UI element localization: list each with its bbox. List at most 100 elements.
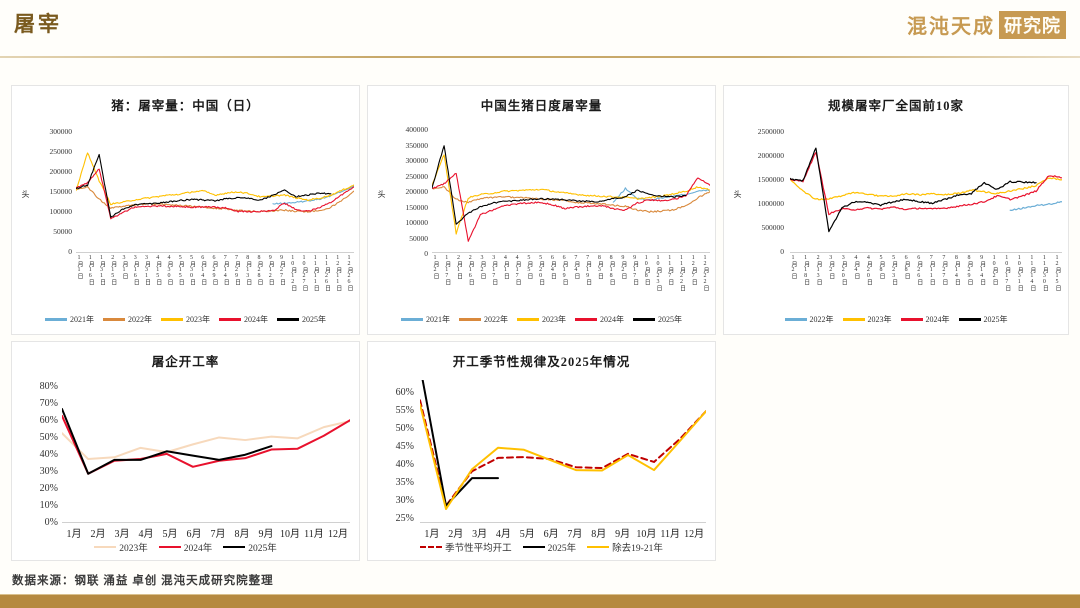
legend-swatch xyxy=(784,318,807,321)
series-2022年 xyxy=(76,186,354,213)
x-tick: 9月17日 xyxy=(631,255,638,285)
x-tick: 1月17日 xyxy=(443,255,450,285)
x-tick: 7月 xyxy=(567,529,583,540)
x-tick: 3月31日 xyxy=(143,255,150,285)
chart-title: 开工季节性规律及2025年情况 xyxy=(452,355,631,369)
legend-label: 2024年 xyxy=(925,315,950,324)
x-tick: 12月22日 xyxy=(702,255,708,291)
series-2025年 xyxy=(76,153,332,218)
y-tick: 400000 xyxy=(405,125,429,134)
x-tick: 6月29日 xyxy=(211,255,217,285)
legend-item[interactable]: 2022年 xyxy=(784,314,834,325)
legend-swatch xyxy=(45,318,67,321)
x-tick: 11月22日 xyxy=(678,255,685,291)
legend-label: 2022年 xyxy=(484,315,508,324)
x-tick: 8月 xyxy=(591,529,607,540)
legend-label: 2025年 xyxy=(248,544,277,554)
legend-item[interactable]: 2023年 xyxy=(94,540,148,554)
x-tick: 7月11日 xyxy=(928,255,935,285)
chart-title: 规模屠宰厂全国前10家 xyxy=(827,99,964,113)
x-axis-ticks: 1月2日 1月18日 2月13日 3月2日 3月20日 4月4日 4月20日 5月8日 5月23… xyxy=(790,255,1062,303)
plot-area: 头 400000 350000 300000 250000 200000 150… xyxy=(368,114,715,304)
chart-title: 中国生猪日度屠宰量 xyxy=(480,99,603,113)
y-tick: 300000 xyxy=(49,127,73,136)
x-tick: 10月17日 xyxy=(1003,255,1010,291)
x-tick: 1月 xyxy=(66,529,82,540)
legend-item[interactable]: 2023年 xyxy=(842,314,892,325)
x-axis-ticks: 1月 2月 3月 4月 5月 6月 7月 8月 9月 10月 11月 12月 xyxy=(420,525,706,541)
y-tick: 70% xyxy=(39,398,58,409)
legend-swatch xyxy=(158,545,181,549)
legend-item[interactable]: 2025年 xyxy=(633,314,682,325)
legend-item[interactable]: 2024年 xyxy=(158,540,212,554)
x-tick: 3月17日 xyxy=(490,255,497,285)
y-tick: 300000 xyxy=(405,156,429,165)
plot-area: 头 2500000 2000000 1500000 1000000 500000… xyxy=(724,114,1068,304)
legend-label: 2022年 xyxy=(128,315,152,324)
x-tick: 5月5日 xyxy=(525,255,532,279)
chart-legend: 季节性平均开工 2025年 除去19-21年 xyxy=(368,540,715,554)
x-tick: 3月20日 xyxy=(840,255,847,285)
x-tick: 5月8日 xyxy=(878,255,884,279)
legend-label: 季节性平均开工 xyxy=(445,544,512,554)
y-axis-ticks: 300000 250000 200000 150000 100000 50000… xyxy=(26,127,73,255)
x-tick: 3月16日 xyxy=(132,255,139,285)
legend-item[interactable]: 2025年 xyxy=(277,314,326,325)
legend-item[interactable]: 2025年 xyxy=(522,540,577,554)
x-tick: 5月15日 xyxy=(177,255,184,285)
legend-swatch xyxy=(459,318,481,321)
legend-item[interactable]: 2021年 xyxy=(401,314,450,325)
legend-swatch xyxy=(842,318,865,321)
legend-item[interactable]: 季节性平均开工 xyxy=(420,540,512,554)
x-tick: 1月2日 xyxy=(432,255,438,279)
legend-item[interactable]: 除去19-21年 xyxy=(587,540,663,554)
x-tick: 4月 xyxy=(495,529,511,540)
x-tick: 7月19日 xyxy=(584,255,591,285)
y-tick: 45% xyxy=(395,441,414,452)
legend-item[interactable]: 2024年 xyxy=(575,314,624,325)
legend-swatch xyxy=(575,318,597,321)
y-tick: 250000 xyxy=(405,171,429,181)
legend-label: 2023年 xyxy=(186,315,210,324)
legend-item[interactable]: 2022年 xyxy=(459,314,508,325)
series-2024年 xyxy=(790,152,1062,216)
chart-legend: 2022年 2023年 2024年 2025年 xyxy=(724,314,1068,325)
legend-item[interactable]: 2023年 xyxy=(517,314,566,325)
x-tick: 4月4日 xyxy=(852,255,859,279)
x-tick: 9月14日 xyxy=(978,255,985,285)
y-tick: 50% xyxy=(39,432,58,443)
legend-item[interactable]: 2023年 xyxy=(161,314,210,325)
series-2025年 xyxy=(62,408,273,475)
x-axis-line xyxy=(76,252,354,253)
y-tick: 60% xyxy=(395,387,414,398)
legend-item[interactable]: 2021年 xyxy=(45,314,94,325)
y-tick: 500000 xyxy=(761,223,785,232)
legend-item[interactable]: 2024年 xyxy=(219,314,268,325)
x-tick: 12月 xyxy=(328,529,348,540)
x-tick: 1月 xyxy=(424,529,440,540)
y-tick: 80% xyxy=(39,381,58,392)
x-tick: 1月16日 xyxy=(87,255,94,285)
x-tick: 6月26日 xyxy=(915,255,922,285)
x-tick: 12月15日 xyxy=(1054,255,1060,291)
footer-bar xyxy=(0,595,1080,608)
legend-item[interactable]: 2022年 xyxy=(103,314,152,325)
y-tick: 250000 xyxy=(49,147,73,156)
x-tick: 5月 xyxy=(519,529,535,540)
legend-swatch xyxy=(958,318,981,321)
legend-swatch xyxy=(522,545,545,549)
legend-item[interactable]: 2025年 xyxy=(223,540,277,554)
chart-title: 屠企开工率 xyxy=(151,355,220,369)
legend-item[interactable]: 2024年 xyxy=(900,314,950,325)
y-tick: 200000 xyxy=(49,167,73,176)
legend-item[interactable]: 2025年 xyxy=(958,314,1008,325)
series-2025年 xyxy=(421,380,499,507)
legend-label: 2025年 xyxy=(547,544,577,554)
x-axis-ticks: 1月 2月 3月 4月 5月 6月 7月 8月 9月 10月 11月 12月 xyxy=(62,525,350,541)
y-tick: 1000000 xyxy=(757,199,784,208)
x-tick: 1月2日 xyxy=(790,255,796,279)
logo-badge: 研究院 xyxy=(999,10,1066,39)
legend-label: 2025年 xyxy=(983,315,1008,324)
y-tick: 50000 xyxy=(53,227,72,236)
